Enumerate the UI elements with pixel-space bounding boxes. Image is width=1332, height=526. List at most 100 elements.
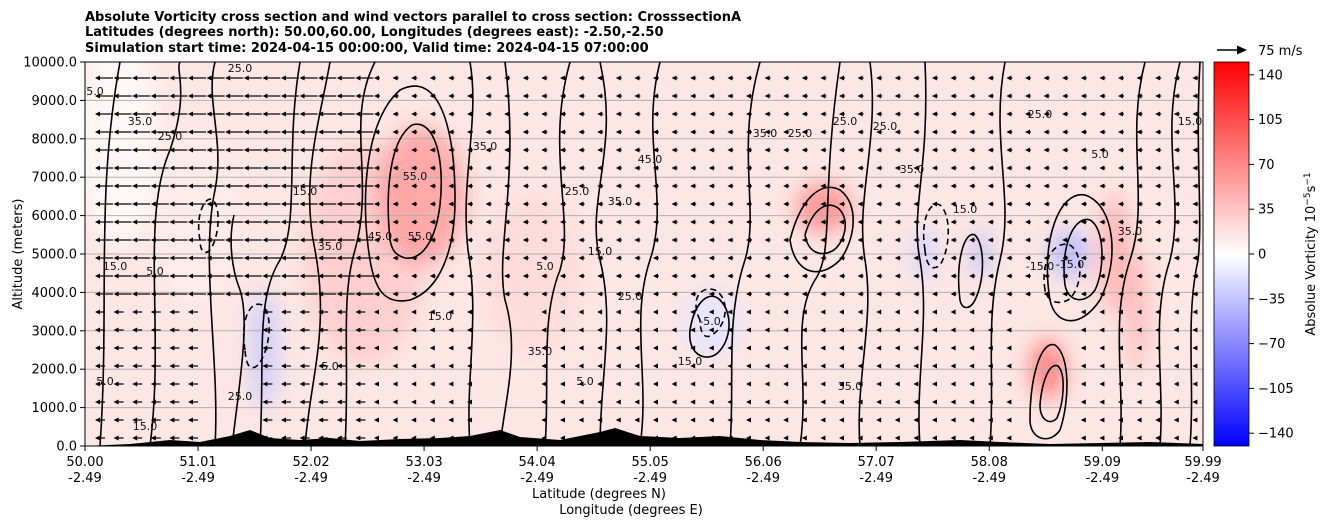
wind-vector-823 — [1006, 309, 1012, 315]
wind-vector-712 — [1062, 273, 1069, 279]
contour-line-21 — [957, 233, 984, 309]
wind-vector-head-595 — [1118, 237, 1123, 243]
wind-vector-942 — [318, 363, 329, 369]
contour-label-32: 15.0 — [133, 420, 158, 433]
quiver-key: 75 m/s — [1217, 44, 1303, 59]
wind-vector-head-510 — [653, 219, 658, 225]
wind-vector-84 — [541, 93, 548, 99]
wind-vector-head-164 — [913, 111, 919, 117]
wind-vector-509 — [634, 219, 641, 225]
wind-vector-373 — [336, 183, 355, 189]
wind-vector-1041 — [262, 399, 273, 405]
wind-vector-head-12 — [318, 75, 324, 81]
wind-vector-1025 — [969, 381, 975, 387]
wind-vector-770 — [1025, 291, 1031, 297]
wind-vector-932 — [1192, 345, 1198, 351]
wind-vector-head-1113 — [708, 417, 714, 423]
wind-vector-398 — [801, 183, 808, 189]
wind-vector-561 — [485, 237, 492, 243]
wind-vector-head-84 — [541, 93, 547, 99]
wind-vector-head-850 — [560, 327, 565, 333]
wind-vector-head-211 — [671, 129, 677, 135]
wind-vector-390 — [653, 183, 659, 189]
wind-vector-head-247 — [225, 147, 231, 153]
wind-vector-head-879 — [1155, 327, 1161, 333]
wind-vector-head-854 — [634, 327, 640, 333]
wind-vector-head-895 — [392, 345, 398, 351]
wind-vector-head-464 — [913, 201, 919, 207]
wind-vector-head-320 — [467, 165, 472, 171]
contour-label-25: 15.0 — [953, 203, 978, 216]
wind-vector-654 — [1099, 255, 1106, 261]
x-tick-lat-5: 55.05 — [632, 455, 669, 470]
wind-vector-169 — [1006, 111, 1013, 117]
wind-vector-1141 — [169, 435, 180, 441]
wind-vector-head-1070 — [857, 399, 863, 405]
wind-vector-head-162 — [876, 111, 882, 117]
wind-vector-head-281 — [857, 147, 863, 153]
wind-vector-766 — [950, 291, 957, 297]
wind-vector-head-347 — [969, 165, 975, 171]
wind-vector-head-1094 — [299, 417, 305, 423]
wind-vector-788 — [299, 309, 310, 315]
wind-vector-52 — [1062, 75, 1069, 81]
contour-line-11 — [544, 62, 571, 446]
wind-vector-head-995 — [355, 381, 361, 387]
contour-line-8 — [387, 123, 443, 259]
wind-vector-head-764 — [913, 291, 919, 297]
wind-vector-head-1105 — [560, 417, 565, 423]
wind-vector-1028 — [1080, 381, 1086, 387]
wind-vector-385 — [560, 183, 566, 189]
wind-vector-976 — [1006, 363, 1012, 369]
wind-vector-301 — [113, 165, 132, 171]
wind-vector-head-791 — [355, 309, 361, 315]
wind-vector-1022 — [913, 381, 919, 387]
wind-vector-929 — [1136, 345, 1142, 351]
wind-vector-head-922 — [950, 345, 956, 351]
wind-vector-977 — [1080, 363, 1086, 369]
wind-vector-head-25 — [560, 75, 565, 81]
wind-vector-head-679 — [448, 273, 454, 279]
wind-vector-266 — [578, 147, 585, 153]
wind-vector-head-648 — [987, 255, 993, 261]
wind-vector-head-982 — [1173, 363, 1179, 369]
wind-vector-head-104 — [913, 93, 919, 99]
wind-vector-931 — [1173, 345, 1179, 351]
wind-vector-953 — [578, 363, 584, 369]
wind-vector-488 — [243, 219, 262, 225]
wind-vector-head-675 — [374, 273, 379, 279]
wind-vector-head-215 — [746, 129, 751, 135]
wind-vector-875 — [1080, 327, 1086, 333]
y-tick-label-10: 10000.0 — [23, 56, 77, 71]
wind-vector-head-583 — [894, 237, 900, 243]
wind-vector-head-808 — [727, 309, 733, 315]
wind-vector-head-1173 — [876, 435, 882, 441]
wind-vector-head-938 — [188, 363, 193, 369]
wind-vector-head-707 — [969, 273, 975, 279]
wind-vector-494 — [355, 219, 374, 225]
wind-vector-1080 — [1099, 399, 1105, 405]
wind-vector-head-448 — [615, 201, 621, 207]
wind-vector-head-365 — [188, 183, 193, 189]
wind-vector-794 — [411, 309, 417, 315]
wind-vector-60 — [95, 93, 113, 99]
wind-vector-head-189 — [262, 129, 268, 135]
wind-vector-335 — [746, 165, 752, 171]
wind-vector-1099 — [392, 417, 398, 423]
wind-vector-head-405 — [932, 183, 937, 189]
wind-vector-head-331 — [671, 165, 677, 171]
wind-vector-head-1175 — [913, 435, 919, 441]
wind-vector-160 — [839, 111, 845, 117]
grid-lines — [85, 99, 1203, 409]
wind-vector-551 — [299, 237, 318, 243]
wind-vector-head-966 — [820, 363, 826, 369]
wind-vector-head-59 — [1192, 75, 1198, 81]
wind-vector-320 — [467, 165, 473, 171]
wind-vector-721 — [113, 291, 132, 297]
wind-vector-1008 — [653, 381, 658, 387]
wind-vector-head-828 — [1155, 309, 1161, 315]
wind-vector-head-751 — [671, 291, 677, 297]
wind-vector-428 — [243, 201, 262, 207]
wind-vector-head-141 — [485, 111, 491, 117]
wind-vector-head-844 — [392, 327, 398, 333]
